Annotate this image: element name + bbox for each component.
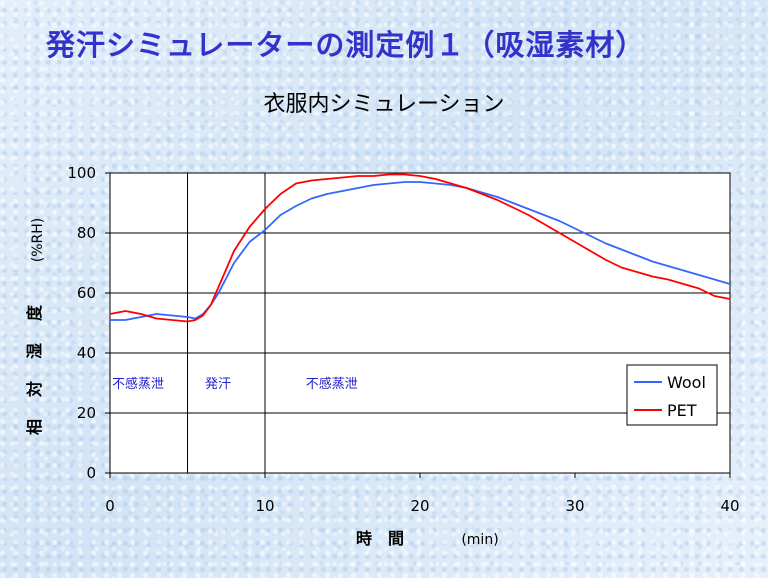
x-tick-label: 0 [105, 497, 115, 515]
x-tick-label: 30 [565, 497, 584, 515]
y-tick-label: 60 [77, 284, 96, 302]
phase-dividers [187, 173, 266, 473]
legend: Wool PET [626, 364, 718, 426]
x-tick-label: 10 [255, 497, 274, 515]
y-tick-label: 80 [77, 224, 96, 242]
series [109, 173, 731, 323]
ticks: 0 20 40 60 80 100 0 10 20 30 40 [67, 164, 739, 515]
legend-label-wool: Wool [667, 373, 706, 392]
y-axis-label-char: 相 [25, 419, 44, 435]
y-tick-label: 0 [86, 464, 96, 482]
phase-label: 不感蒸泄 [112, 376, 164, 392]
y-tick-label: 100 [67, 164, 96, 182]
phase-label: 不感蒸泄 [306, 376, 358, 392]
y-axis-label-char: 対 [25, 381, 44, 398]
y-axis-label-char: 湿 [25, 343, 44, 360]
page-title: 発汗シミュレーターの測定例１（吸湿素材） [46, 28, 646, 62]
x-tick-label: 20 [410, 497, 429, 515]
chart-title: 衣服内シミュレーション [263, 92, 505, 117]
y-tick-label: 40 [77, 344, 96, 362]
x-axis-unit: (min) [461, 532, 498, 548]
plot-area [110, 173, 730, 473]
phase-labels: 不感蒸泄 発汗 不感蒸泄 [112, 376, 358, 392]
y-axis-unit: (%RH) [30, 218, 46, 262]
x-tick-label: 40 [720, 497, 739, 515]
series-line-pet [109, 173, 731, 323]
x-axis-label: 時 間 [356, 529, 404, 548]
legend-box [626, 364, 718, 426]
y-tick-label: 20 [77, 404, 96, 422]
phase-label: 発汗 [205, 377, 231, 392]
legend-label-pet: PET [667, 401, 697, 420]
y-axis-label-char: 度 [25, 304, 44, 321]
